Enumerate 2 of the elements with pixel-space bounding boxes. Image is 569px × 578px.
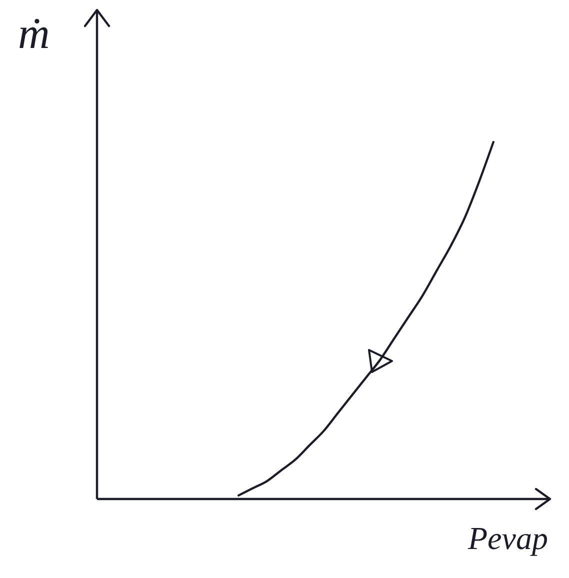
x-axis-title: Pevap [468, 520, 548, 556]
y-axis-title: ṁ [18, 9, 50, 58]
